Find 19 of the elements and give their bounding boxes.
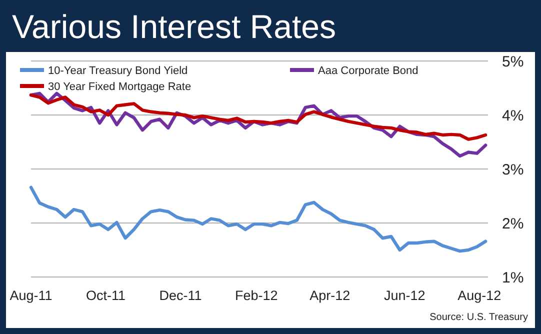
x-tick-label: Aug-12 xyxy=(458,288,502,303)
chart-title: Various Interest Rates xyxy=(12,8,336,45)
y-tick-label: 5% xyxy=(502,53,524,70)
x-tick-label: Dec-11 xyxy=(159,288,202,303)
legend-label: 30 Year Fixed Mortgage Rate xyxy=(48,80,192,93)
y-tick-label: 2% xyxy=(502,215,524,232)
x-tick-label: Jun-12 xyxy=(384,288,426,303)
y-tick-label: 4% xyxy=(502,107,524,124)
line-series xyxy=(29,93,488,141)
y-tick-label: 1% xyxy=(502,269,524,286)
legend-label: Aaa Corporate Bond xyxy=(318,64,418,77)
line-series xyxy=(29,186,488,253)
y-tick-label: 3% xyxy=(502,161,524,178)
x-tick-label: Aug-11 xyxy=(10,288,52,303)
x-tick-label: Oct-11 xyxy=(86,288,126,303)
x-tick-label: Feb-12 xyxy=(235,288,278,303)
source-note: Source: U.S. Treasury xyxy=(430,312,528,323)
legend-label: 10-Year Treasury Bond Yield xyxy=(48,64,188,77)
x-tick-label: Apr-12 xyxy=(310,288,350,303)
